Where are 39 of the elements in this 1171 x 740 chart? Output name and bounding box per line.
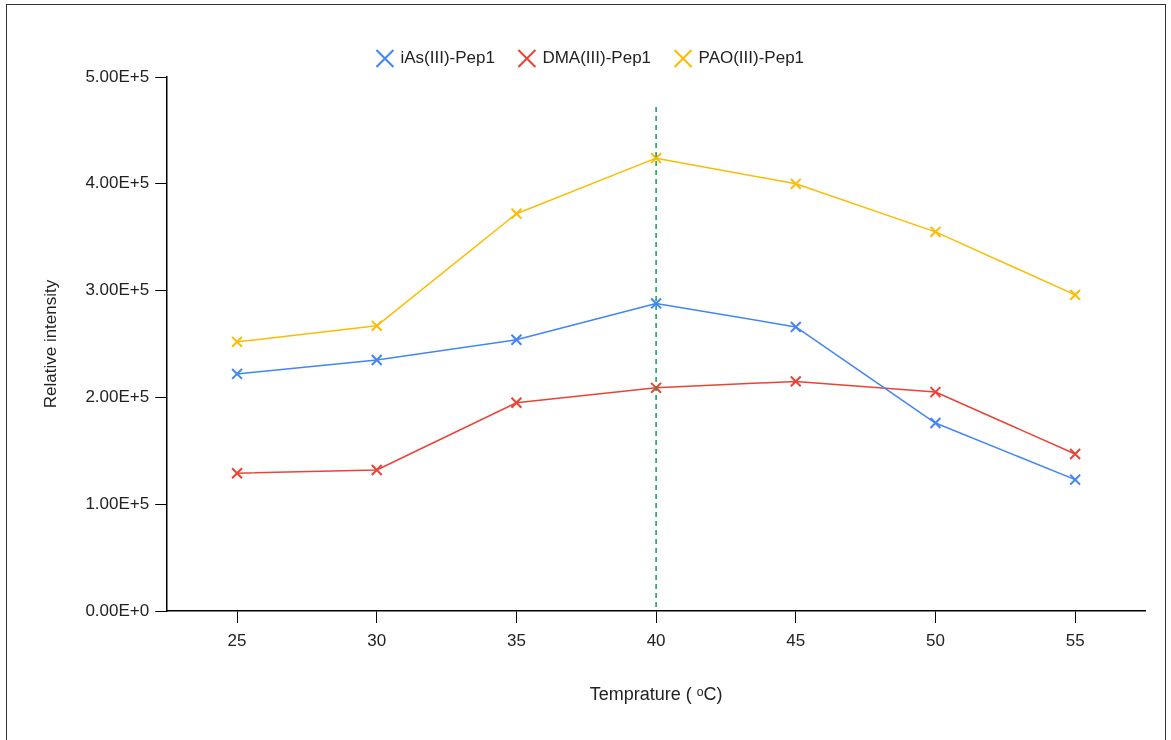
- point: [510, 333, 523, 346]
- point: [370, 319, 383, 332]
- x-tick-label: 25: [227, 630, 247, 650]
- y-tick-label: 3.00E+5: [85, 280, 150, 300]
- point: [510, 207, 523, 220]
- legend-label: PAO(III)-Pep1: [698, 48, 805, 68]
- point: [231, 467, 243, 480]
- point: [929, 417, 942, 429]
- x-tick-label: 40: [646, 630, 666, 650]
- y-tick-label: 0.00E+0: [85, 600, 150, 620]
- y-tick-label: 4.00E+5: [85, 173, 150, 193]
- y-tick-label: 2.00E+5: [85, 387, 150, 407]
- point: [650, 297, 663, 310]
- x-tick-label: 55: [1065, 630, 1085, 650]
- point: [1069, 288, 1082, 301]
- point: [1069, 448, 1082, 460]
- point: [370, 354, 383, 366]
- point: [789, 375, 802, 388]
- point: [650, 152, 663, 165]
- x-tick-label: 30: [367, 630, 387, 650]
- point: [231, 335, 243, 348]
- point: [650, 381, 663, 394]
- point: [510, 396, 523, 409]
- x-tick-label: 45: [786, 630, 806, 650]
- y-axis-title: Relative intensity: [40, 279, 60, 409]
- x-tick-label: 50: [926, 630, 945, 650]
- point: [929, 386, 942, 399]
- y-tick-label: 5.00E+5: [85, 66, 150, 86]
- x-axis-title: Temprature ( ᵒC): [589, 684, 723, 705]
- point: [929, 225, 942, 238]
- point: [789, 320, 802, 333]
- point: [789, 177, 802, 190]
- legend-label: iAs(III)-Pep1: [400, 48, 495, 68]
- point: [1069, 473, 1082, 486]
- legend-label: DMA(III)-Pep1: [542, 48, 652, 68]
- point: [370, 464, 383, 476]
- x-tick-label: 35: [506, 630, 526, 650]
- point: [231, 367, 243, 380]
- y-tick-label: 1.00E+5: [85, 493, 150, 513]
